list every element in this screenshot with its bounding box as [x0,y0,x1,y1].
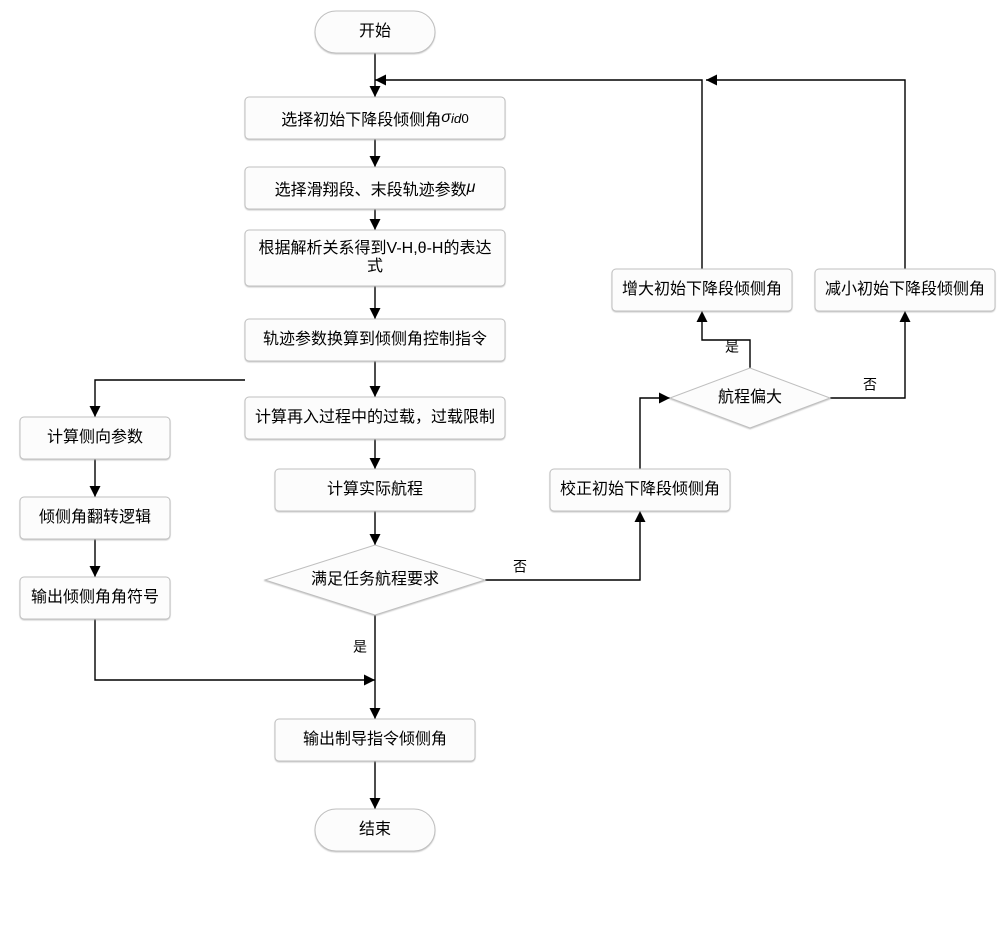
node-label: 输出倾侧角角符号 [31,588,159,606]
node-label: 减小初始下降段倾侧角 [825,280,985,298]
node-label: 倾侧角翻转逻辑 [39,508,151,526]
node-label: 计算再入过程中的过载，过载限制 [255,407,495,426]
node-label: 选择初始下降段倾侧角 σid0 [245,97,505,139]
node-start: 开始 [315,11,435,53]
edge-label: 是 [353,639,367,655]
node-label: 轨迹参数换算到倾侧角控制指令 [263,329,487,348]
edge-label: 否 [863,377,877,393]
node-n_corr: 校正初始下降段倾侧角 [550,469,730,511]
node-label: 计算侧向参数 [47,427,143,446]
node-n_dec: 减小初始下降段倾侧角 [815,269,995,311]
node-label: 式 [367,257,383,275]
node-label: 开始 [359,22,391,40]
edge-9 [95,380,245,417]
node-label: 结束 [359,820,391,838]
node-n_expr: 根据解析关系得到V-H,θ-H的表达式 [245,230,505,286]
edge-13 [485,511,640,580]
node-n_rng: 计算实际航程 [275,469,475,511]
node-n_side1: 计算侧向参数 [20,417,170,459]
node-label: 根据解析关系得到V-H,θ-H的表达 [259,239,492,257]
node-n_side3: 输出倾侧角角符号 [20,577,170,619]
edge-12 [95,619,375,680]
node-n_side2: 倾侧角翻转逻辑 [20,497,170,539]
node-label: 满足任务航程要求 [311,570,439,588]
node-n_over: 计算再入过程中的过载，过载限制 [245,397,505,439]
node-n_sel2: 选择滑翔段、末段轨迹参数 μ [245,167,505,209]
edge-label: 否 [513,559,527,575]
node-label: 校正初始下降段倾侧角 [560,480,720,498]
edge-14 [640,398,670,469]
node-label: 计算实际航程 [327,479,423,498]
node-d_req: 满足任务航程要求 [265,545,485,615]
node-d_big: 航程偏大 [670,368,830,428]
node-n_out: 输出制导指令倾侧角 [275,719,475,761]
node-n_conv: 轨迹参数换算到倾侧角控制指令 [245,319,505,361]
node-label: 增大初始下降段倾侧角 [622,280,782,298]
edge-label: 是 [725,339,739,355]
flowchart: 是否是否 开始选择初始下降段倾侧角 σid0选择滑翔段、末段轨迹参数 μ根据解析… [0,0,1000,942]
node-end: 结束 [315,809,435,851]
edge-18 [706,80,905,269]
node-label: 选择滑翔段、末段轨迹参数 μ [245,167,505,209]
node-n_inc: 增大初始下降段倾侧角 [612,269,792,311]
node-label: 输出制导指令倾侧角 [303,730,447,748]
node-label: 航程偏大 [718,388,782,406]
node-n_sel1: 选择初始下降段倾侧角 σid0 [245,97,505,139]
